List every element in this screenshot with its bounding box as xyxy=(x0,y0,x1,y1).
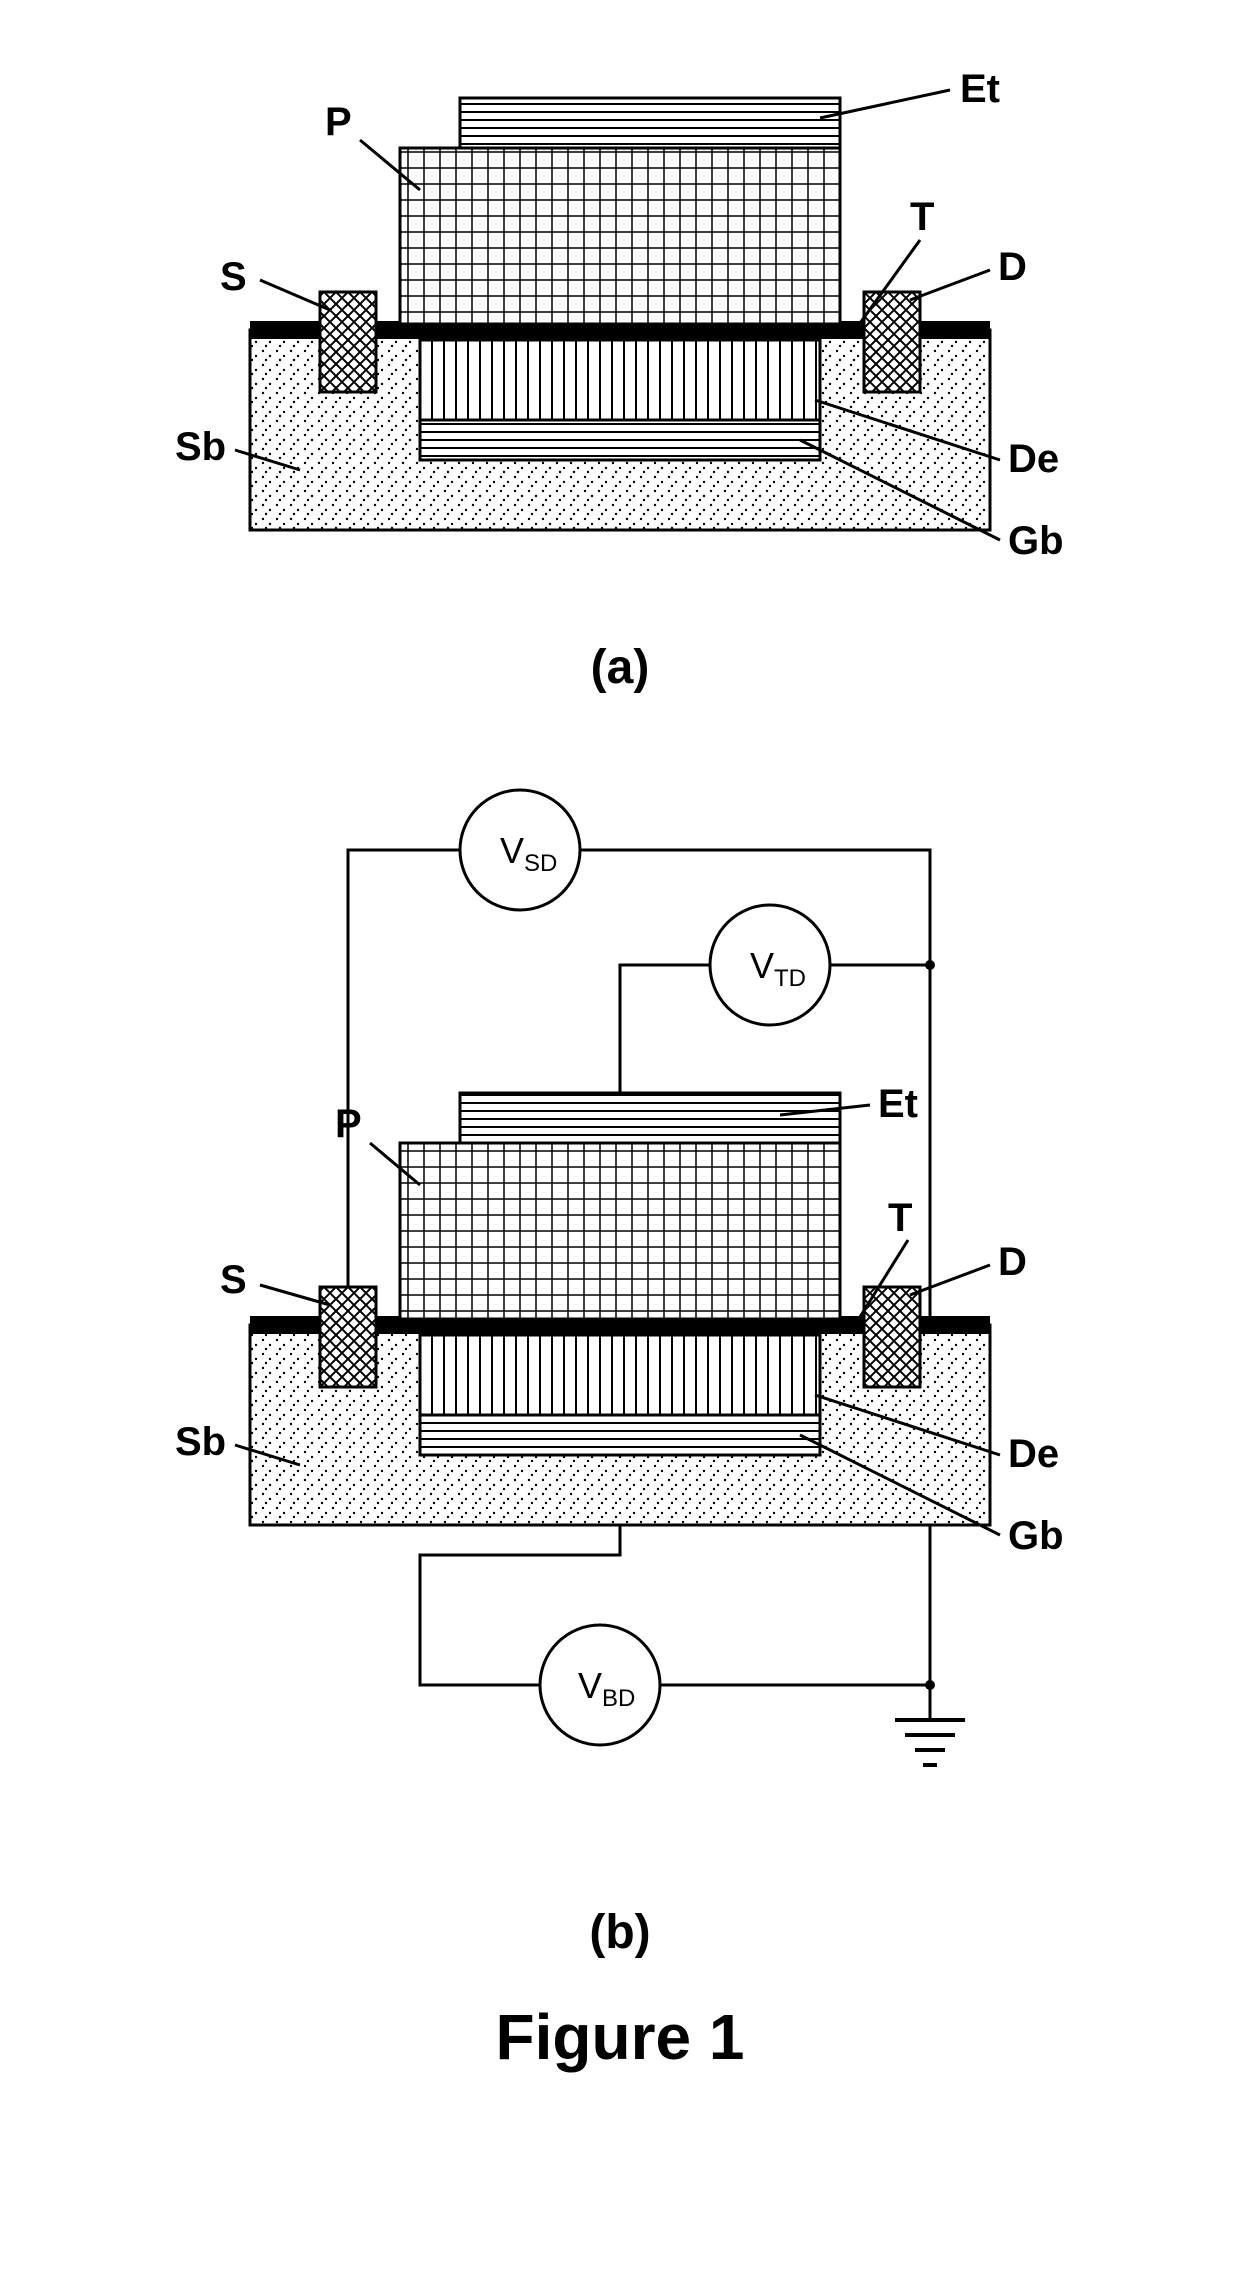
d-leadline xyxy=(910,270,990,300)
d-label: D xyxy=(998,1240,1027,1284)
junction-dot-b xyxy=(925,1680,935,1690)
gb-region xyxy=(420,1415,820,1455)
ground-symbol xyxy=(895,1720,965,1765)
p-region xyxy=(400,1143,840,1319)
diagram-a: Et P T D S Sb De Gb xyxy=(120,40,1120,620)
de-label: De xyxy=(1008,437,1059,481)
sb-label: Sb xyxy=(175,425,226,469)
p-label: P xyxy=(335,1102,362,1146)
de-region xyxy=(420,1335,820,1415)
drain-electrode xyxy=(864,1287,920,1387)
figure-title: Figure 1 xyxy=(0,2000,1240,2074)
et-region xyxy=(460,1093,840,1143)
vtd-wire-left xyxy=(620,965,710,1095)
s-label: S xyxy=(220,1258,247,1302)
d-label: D xyxy=(998,245,1027,289)
p-region xyxy=(400,148,840,324)
subfigure-a: Et P T D S Sb De Gb (a) xyxy=(0,40,1240,695)
gb-label: Gb xyxy=(1008,1514,1064,1558)
gb-label: Gb xyxy=(1008,519,1064,563)
junction-dot-a xyxy=(925,960,935,970)
de-region xyxy=(420,340,820,420)
p-label: P xyxy=(325,100,352,144)
subfigure-b: VSD VTD VBD Et P T D S Sb xyxy=(0,735,1240,1960)
subfigure-b-caption: (b) xyxy=(0,1905,1240,1960)
source-electrode xyxy=(320,1287,376,1387)
source-electrode xyxy=(320,292,376,392)
s-label: S xyxy=(220,255,247,299)
diagram-b: VSD VTD VBD Et P T D S Sb xyxy=(120,735,1120,1885)
et-label: Et xyxy=(878,1082,918,1126)
sb-label: Sb xyxy=(175,1420,226,1464)
t-label: T xyxy=(910,195,934,239)
d-leadline xyxy=(910,1265,990,1295)
gb-region xyxy=(420,420,820,460)
et-region xyxy=(460,98,840,148)
et-label: Et xyxy=(960,67,1000,111)
page: Et P T D S Sb De Gb (a) xyxy=(0,0,1240,2114)
t-label: T xyxy=(888,1196,912,1240)
de-label: De xyxy=(1008,1432,1059,1476)
vtd-wire-right xyxy=(830,965,930,1295)
subfigure-a-caption: (a) xyxy=(0,640,1240,695)
